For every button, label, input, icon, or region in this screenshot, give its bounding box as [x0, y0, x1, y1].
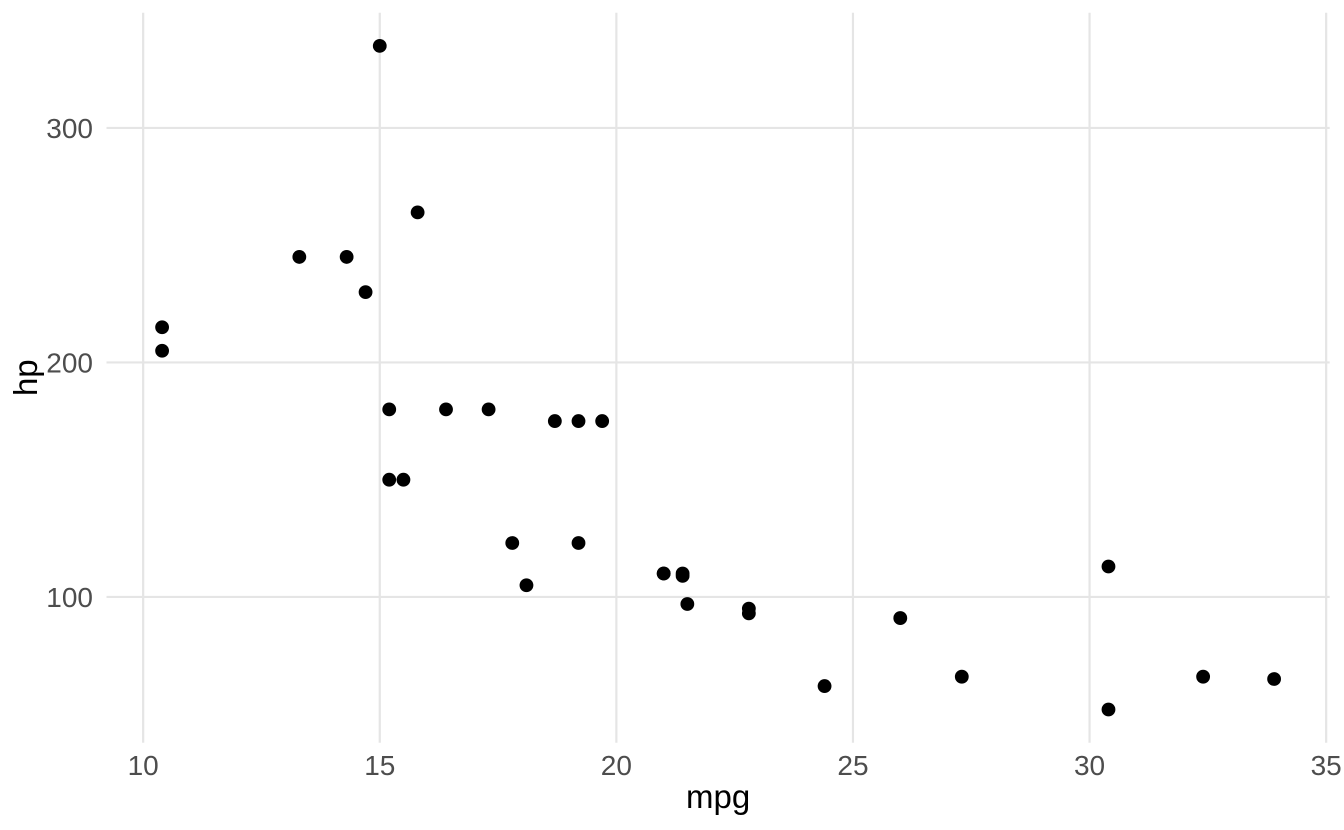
data-point [481, 402, 496, 417]
data-point [1101, 702, 1116, 717]
data-point [519, 578, 534, 593]
x-tick-label: 30 [1074, 750, 1105, 781]
data-point [155, 320, 170, 335]
y-axis-title: hp [7, 359, 44, 396]
x-tick-label: 35 [1311, 750, 1342, 781]
data-point [382, 402, 397, 417]
data-point [595, 414, 610, 428]
x-axis-title: mpg [686, 778, 750, 815]
data-point [1267, 672, 1281, 686]
data-point [410, 205, 425, 220]
data-point [893, 611, 908, 625]
x-tick-label: 15 [364, 750, 395, 781]
y-tick-label: 300 [46, 113, 93, 144]
data-point [505, 536, 520, 550]
data-point [439, 402, 453, 417]
data-point [547, 414, 562, 428]
x-tick-label: 25 [837, 750, 868, 781]
data-point [1196, 669, 1211, 684]
data-point [396, 472, 411, 487]
data-point [680, 597, 695, 611]
data-point [954, 669, 969, 684]
x-tick-label: 20 [601, 750, 632, 781]
data-point [675, 568, 690, 583]
data-point [571, 536, 586, 550]
data-point [817, 679, 832, 693]
data-point [292, 250, 307, 264]
data-point [1101, 559, 1116, 574]
data-point [656, 566, 671, 581]
y-tick-label: 200 [46, 347, 93, 378]
y-tick-label: 100 [46, 582, 93, 613]
data-point [741, 601, 756, 616]
x-tick-label: 10 [128, 750, 159, 781]
data-point [382, 472, 397, 487]
data-point [155, 343, 170, 358]
data-point [358, 285, 373, 300]
data-point [571, 414, 586, 428]
data-point [339, 250, 354, 264]
data-point [372, 38, 387, 53]
